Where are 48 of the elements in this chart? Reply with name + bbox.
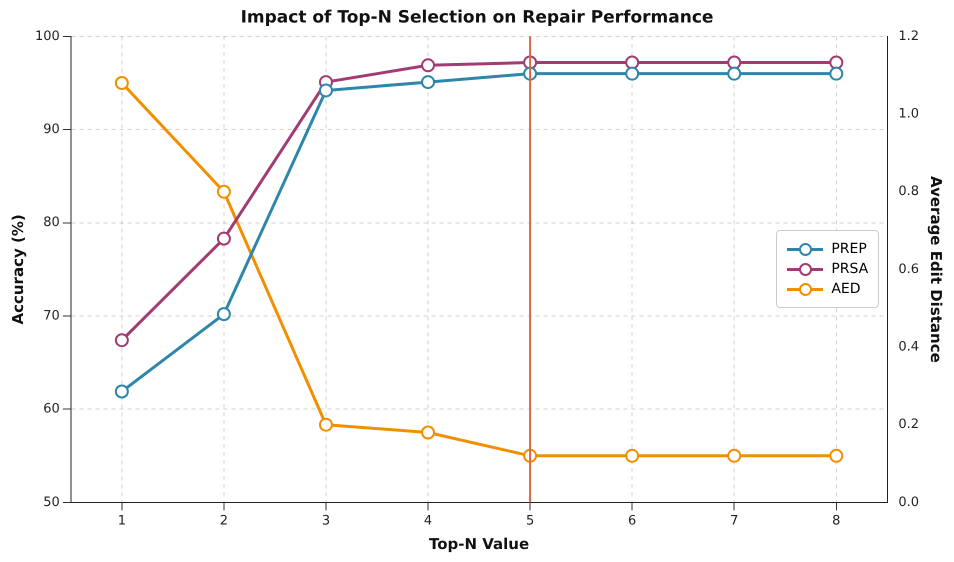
chart-title: Impact of Top-N Selection on Repair Performance — [240, 8, 714, 28]
point — [114, 333, 129, 348]
point — [216, 184, 231, 199]
point — [727, 66, 742, 81]
point — [114, 384, 129, 398]
point — [727, 55, 742, 70]
y2-tick-label: 1.2 — [898, 28, 920, 44]
y2-tick-label: 0.2 — [898, 417, 920, 432]
y-tick-label: 70 — [43, 308, 60, 324]
y-tick-label: 90 — [43, 122, 60, 137]
legend-label: AED — [831, 281, 861, 298]
point — [727, 448, 742, 463]
point — [625, 55, 640, 70]
x-tick-label: 5 — [526, 514, 534, 529]
point — [829, 66, 844, 81]
point — [625, 66, 640, 81]
x-tick-label: 1 — [118, 514, 126, 529]
legend-label: PRSA — [831, 261, 868, 278]
y-axis-title: Accuracy (%) — [8, 214, 27, 325]
x-tick-label: 3 — [322, 514, 330, 529]
x-tick-label: 8 — [832, 514, 840, 529]
legend-label: PREP — [831, 241, 867, 258]
y2-tick-label: 0.8 — [898, 184, 920, 200]
y-tick-label: 50 — [43, 494, 60, 510]
y2-tick-label: 1.0 — [898, 106, 920, 122]
y-tick-label: 60 — [43, 402, 60, 417]
point — [829, 55, 844, 70]
y2-axis-title: Average Edit Distance — [927, 176, 946, 363]
x-tick-label: 2 — [220, 514, 228, 529]
y2-tick-label: 0.4 — [898, 339, 920, 354]
point — [625, 448, 640, 463]
point — [318, 418, 333, 432]
x-tick-label: 4 — [424, 514, 432, 529]
x-tick-label: 6 — [628, 514, 636, 529]
point — [421, 58, 436, 72]
y2-tick-label: 0.6 — [898, 262, 920, 277]
x-tick-label: 7 — [730, 514, 738, 529]
point — [829, 448, 844, 463]
point — [216, 232, 231, 246]
point — [114, 76, 129, 90]
y-tick-label: 80 — [43, 215, 60, 230]
point — [421, 75, 436, 90]
point — [318, 83, 333, 98]
point — [421, 426, 436, 440]
x-axis-title: Top-N Value — [428, 534, 530, 553]
y-tick-label: 100 — [34, 28, 60, 44]
point — [216, 307, 231, 322]
y2-tick-label: 0.0 — [898, 494, 920, 510]
